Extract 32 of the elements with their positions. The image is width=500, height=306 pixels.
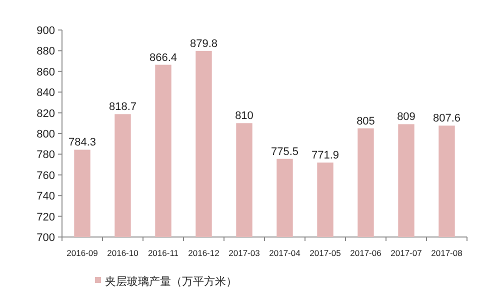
data-label: 810	[235, 110, 254, 122]
x-tick-label: 2017-08	[431, 248, 463, 258]
y-tick-label: 880	[36, 46, 55, 58]
data-label: 784.3	[68, 136, 96, 149]
data-label: 805	[356, 115, 375, 128]
y-tick-label: 780	[36, 149, 55, 162]
data-label: 809	[397, 111, 416, 124]
legend-label: 夹层玻璃产量（万平方米）	[105, 275, 237, 288]
data-label: 879.8	[190, 38, 218, 50]
x-tick-label: 2017-06	[350, 248, 382, 258]
x-tick-label: 2017-05	[310, 248, 342, 258]
y-tick-label: 760	[36, 170, 55, 182]
data-label: 818.7	[108, 101, 137, 114]
x-tick-label: 2016-12	[188, 248, 220, 258]
y-tick-label: 900	[36, 25, 55, 37]
x-tick-label: 2017-03	[228, 248, 260, 258]
y-tick-label: 860	[36, 66, 55, 78]
data-label: 775.5	[270, 146, 299, 158]
data-label: 866.4	[149, 52, 178, 64]
x-tick-label: 2017-04	[269, 248, 301, 258]
x-tick-label: 2016-10	[107, 248, 139, 258]
data-label: 807.6	[432, 112, 461, 125]
y-tick-label: 820	[36, 108, 55, 120]
data-label: 771.9	[311, 150, 340, 162]
y-tick-label: 800	[36, 128, 55, 140]
x-tick-label: 2017-07	[390, 248, 422, 258]
y-tick-label: 740	[36, 190, 55, 203]
y-tick-label: 840	[36, 87, 55, 100]
y-tick-label: 700	[36, 232, 55, 244]
x-tick-label: 2016-11	[148, 248, 179, 258]
y-tick-label: 720	[36, 211, 55, 224]
x-tick-label: 2016-09	[66, 248, 98, 258]
